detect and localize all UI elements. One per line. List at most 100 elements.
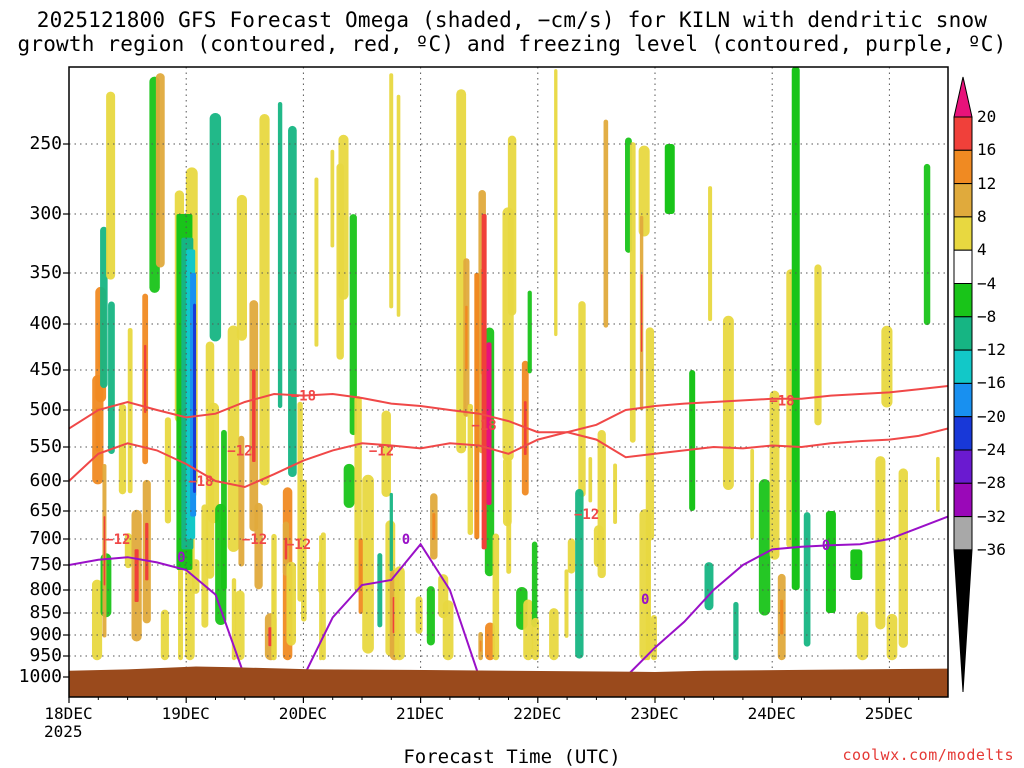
omega-streak — [235, 590, 245, 661]
omega-streak — [108, 301, 115, 454]
x-tick-label: 19DEC — [161, 704, 210, 723]
omega-streak — [318, 560, 324, 594]
y-tick-label: 850 — [29, 602, 62, 623]
omega-core — [432, 513, 436, 540]
plot-frame — [68, 66, 949, 698]
colorbar-band — [953, 283, 973, 318]
omega-streak — [314, 177, 319, 347]
colorbar-bottom-arrow — [953, 549, 973, 693]
omega-streak — [803, 512, 811, 647]
omega-streak — [271, 588, 275, 661]
freezing_level-contour-label: 0 — [822, 538, 830, 554]
omega-core — [284, 537, 288, 560]
colorbar-label: 16 — [977, 140, 997, 160]
omega-streak — [118, 403, 127, 495]
omega-streak — [467, 403, 474, 536]
omega-streak — [485, 622, 496, 661]
y-tick-label: 700 — [29, 528, 62, 549]
ground-terrain — [69, 666, 948, 697]
omega-streak — [722, 315, 734, 491]
omega-streak — [238, 435, 245, 567]
y-tick-label: 550 — [29, 436, 62, 457]
y-tick-label: 650 — [29, 500, 62, 521]
freezing_level-contour-label: 0 — [641, 592, 649, 608]
colorbar-band — [953, 116, 973, 151]
omega-streak — [286, 561, 296, 646]
omega-core — [640, 274, 643, 352]
omega-streak — [814, 264, 822, 426]
omega-streak — [209, 112, 222, 342]
omega-max-core — [481, 214, 487, 550]
omega-streak — [106, 91, 116, 280]
omega-streak — [426, 586, 435, 646]
omega-core — [95, 407, 101, 452]
omega-streak — [330, 149, 335, 248]
omega-streak — [898, 468, 908, 648]
omega-streak — [288, 125, 297, 478]
omega-streak — [215, 503, 227, 626]
dendritic-contour-label: −18 — [769, 393, 794, 409]
colorbar-label: 8 — [977, 206, 987, 226]
dendritic-contour-label: −18 — [291, 389, 316, 405]
omega-core — [103, 516, 106, 586]
colorbar-band — [953, 349, 973, 384]
y-tick-label: 750 — [29, 554, 62, 575]
omega-streak — [362, 474, 374, 654]
omega-streak — [506, 458, 512, 574]
omega-core — [145, 522, 149, 581]
colorbar-top-arrow — [953, 76, 973, 118]
omega-core — [134, 549, 139, 602]
x-tick-label: 25DEC — [864, 704, 913, 723]
omega-streak — [155, 73, 165, 268]
site-credit: coolwx.com/modelts — [842, 746, 1014, 764]
colorbar-band — [953, 416, 973, 451]
omega-descent-patch — [689, 370, 696, 511]
colorbar-band — [953, 216, 973, 251]
omega-streak — [127, 327, 133, 494]
x-tick-label: 24DEC — [747, 704, 796, 723]
omega-streak — [588, 457, 593, 503]
colorbar-band — [953, 149, 973, 185]
omega-streak — [277, 102, 283, 409]
omega-core — [465, 305, 468, 370]
omega-descent-patch — [664, 144, 675, 214]
omega-streak — [567, 538, 576, 574]
omega-streak — [91, 579, 103, 661]
omega-max-core — [486, 342, 492, 505]
x-tick-label: 21DEC — [396, 704, 445, 723]
y-tick-label: 800 — [29, 579, 62, 600]
omega-streak — [645, 327, 655, 541]
omega-streak — [549, 608, 559, 661]
y-tick-label: 350 — [29, 262, 62, 283]
y-tick-label: 500 — [29, 399, 62, 420]
omega-descent-patch — [825, 511, 836, 613]
omega-streak — [207, 402, 220, 524]
freezing_level-contour-label: 0 — [177, 550, 185, 566]
omega-streak — [527, 290, 532, 374]
omega-streak — [578, 301, 586, 498]
chart-title-line-1: 2025121800 GFS Forecast Omega (shaded, −… — [36, 8, 988, 32]
y-tick-label: 1000 — [18, 666, 62, 687]
y-tick-label: 600 — [29, 470, 62, 491]
omega-streak — [856, 611, 869, 661]
y-tick-label: 300 — [29, 203, 62, 224]
omega-min-core — [193, 303, 197, 493]
y-tick-label: 250 — [29, 133, 62, 154]
omega-streak — [160, 609, 169, 661]
omega-streak — [750, 448, 755, 539]
omega-streak — [381, 410, 391, 497]
omega-streak — [613, 463, 618, 524]
omega-core — [144, 344, 147, 414]
omega-streak — [259, 114, 270, 486]
chart-title-line-2: growth region (contoured, red, ºC) and f… — [17, 32, 1007, 56]
colorbar-band — [953, 183, 973, 218]
omega-streak — [236, 194, 247, 341]
colorbar-band — [953, 249, 973, 284]
omega-streak — [531, 541, 538, 628]
omega-streak — [389, 73, 394, 309]
omega-streak — [650, 614, 657, 661]
colorbar-label: −36 — [977, 539, 1006, 559]
dendritic-contour-label: −12 — [574, 507, 599, 523]
omega-streak — [564, 569, 569, 638]
